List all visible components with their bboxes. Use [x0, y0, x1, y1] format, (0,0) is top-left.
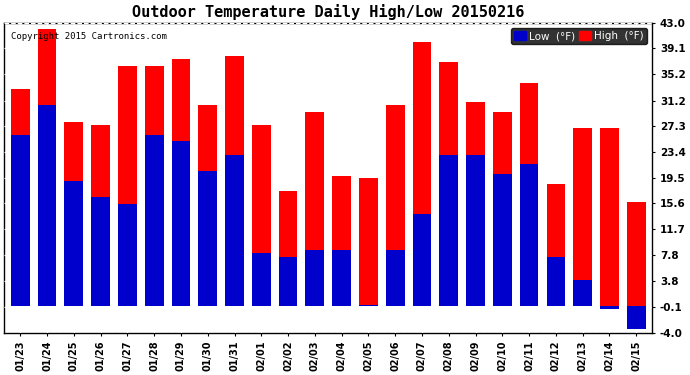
- Bar: [11, 88, 30, 306]
- Bar: [91, 197, 110, 306]
- Bar: [64, 181, 83, 306]
- Bar: [198, 105, 217, 306]
- Bar: [520, 83, 538, 306]
- Bar: [38, 105, 57, 306]
- Bar: [252, 254, 270, 306]
- Bar: [252, 125, 270, 306]
- Bar: [493, 112, 512, 306]
- Bar: [225, 56, 244, 306]
- Bar: [118, 204, 137, 306]
- Bar: [573, 280, 592, 306]
- Bar: [493, 174, 512, 306]
- Bar: [546, 184, 565, 306]
- Bar: [573, 128, 592, 306]
- Bar: [386, 105, 404, 306]
- Bar: [627, 306, 646, 329]
- Bar: [306, 112, 324, 306]
- Bar: [198, 171, 217, 306]
- Bar: [359, 178, 378, 306]
- Bar: [600, 306, 619, 309]
- Bar: [359, 305, 378, 306]
- Bar: [520, 165, 538, 306]
- Bar: [546, 257, 565, 306]
- Bar: [386, 250, 404, 306]
- Bar: [466, 154, 485, 306]
- Bar: [172, 59, 190, 306]
- Bar: [225, 154, 244, 306]
- Bar: [413, 42, 431, 306]
- Bar: [627, 202, 646, 306]
- Bar: [333, 250, 351, 306]
- Bar: [440, 62, 458, 306]
- Bar: [306, 250, 324, 306]
- Bar: [466, 102, 485, 306]
- Bar: [279, 257, 297, 306]
- Title: Outdoor Temperature Daily High/Low 20150216: Outdoor Temperature Daily High/Low 20150…: [132, 4, 524, 20]
- Bar: [64, 122, 83, 306]
- Bar: [118, 66, 137, 306]
- Bar: [91, 125, 110, 306]
- Bar: [279, 191, 297, 306]
- Bar: [172, 141, 190, 306]
- Legend: Low  (°F), High  (°F): Low (°F), High (°F): [511, 28, 647, 44]
- Bar: [440, 154, 458, 306]
- Bar: [413, 214, 431, 306]
- Bar: [145, 135, 164, 306]
- Text: Copyright 2015 Cartronics.com: Copyright 2015 Cartronics.com: [10, 32, 166, 41]
- Bar: [600, 128, 619, 306]
- Bar: [333, 176, 351, 306]
- Bar: [145, 66, 164, 306]
- Bar: [11, 135, 30, 306]
- Bar: [38, 29, 57, 306]
